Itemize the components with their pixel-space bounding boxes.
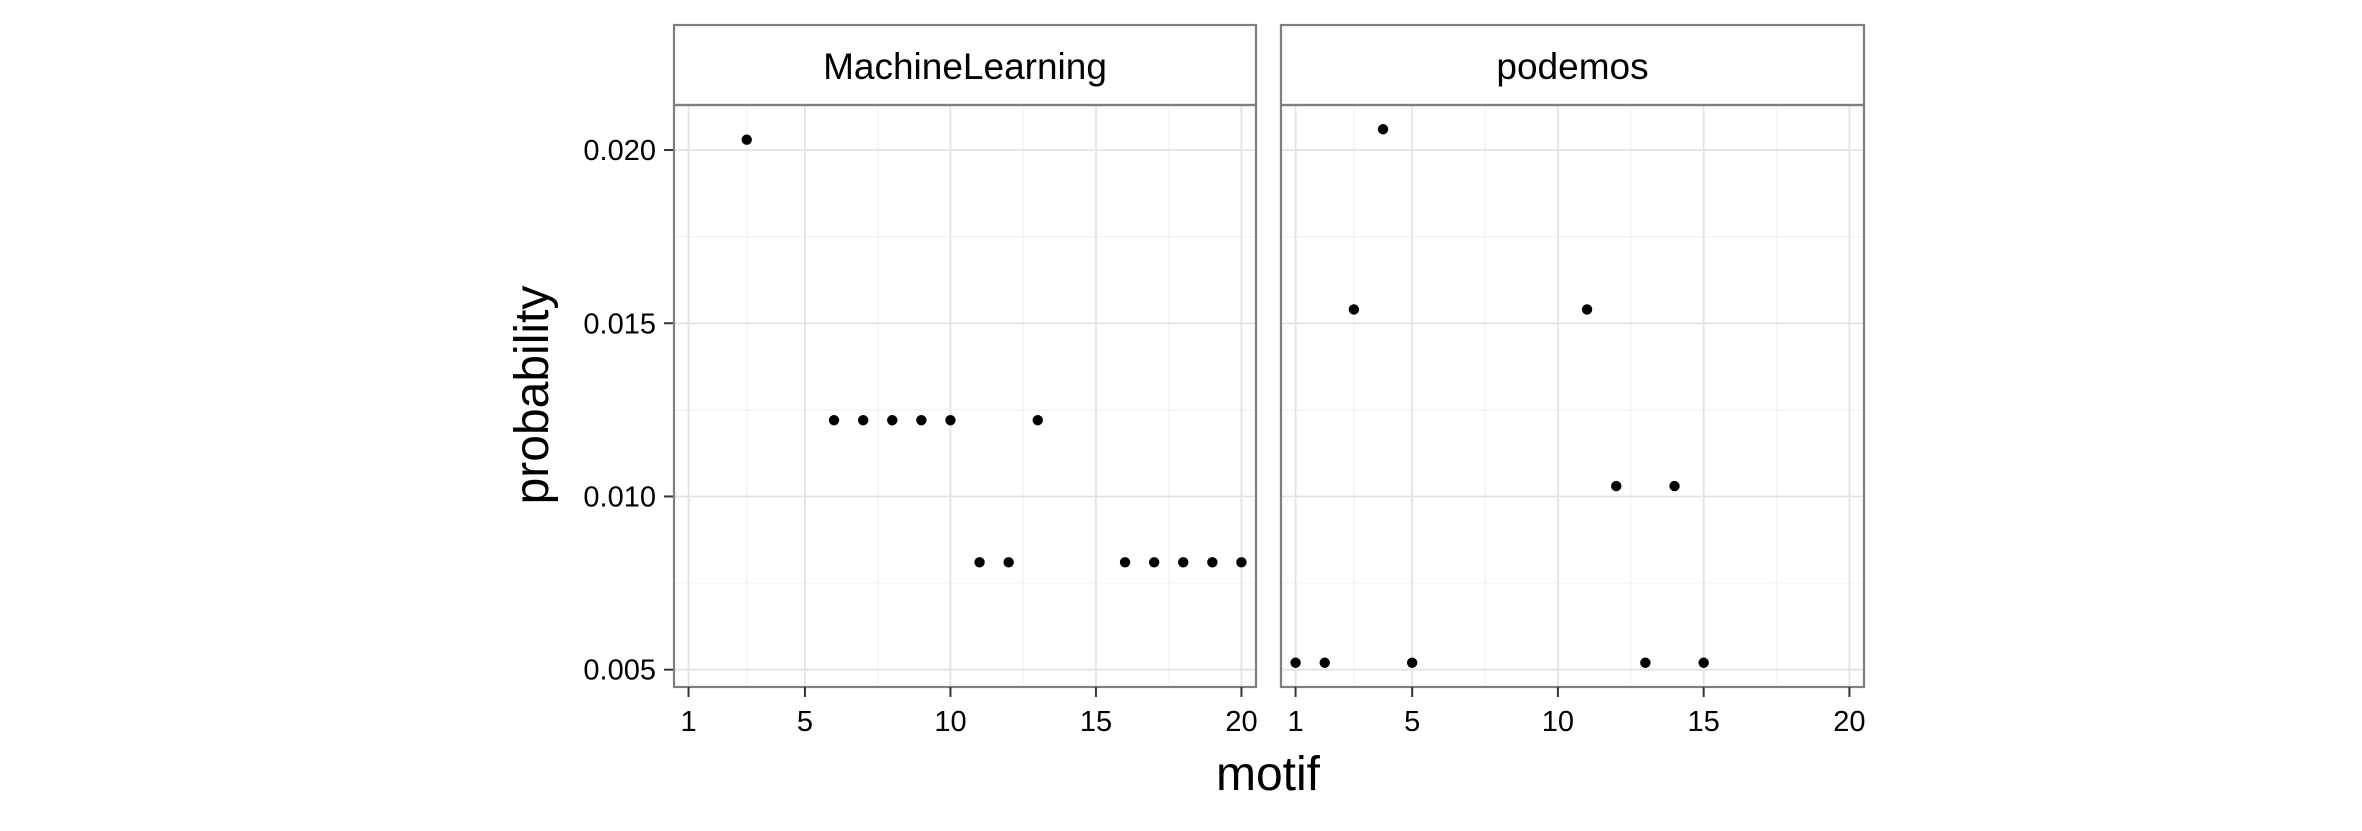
facet-strip-label: MachineLearning [823,46,1107,87]
data-point [1640,657,1651,668]
data-point [1207,557,1218,568]
data-point [857,415,869,426]
data-point [828,415,840,426]
data-point [974,557,985,568]
facet-strip [1279,23,1866,107]
x-tick-label: 15 [1080,706,1112,738]
data-point [1178,557,1189,568]
data-point [741,134,752,145]
data-point [1236,557,1247,568]
x-tick-label: 10 [1542,706,1574,738]
y-tick-label: 0.005 [583,655,656,687]
data-point [1148,557,1160,568]
data-point [1611,480,1622,492]
x-tick-label: 15 [1688,706,1720,738]
data-point [1119,557,1131,568]
x-tick-label: 1 [1288,706,1304,738]
x-tick-label: 20 [1833,706,1865,738]
y-tick-label: 0.010 [583,481,656,513]
y-axis-title: probability [506,286,559,505]
panel-border [1279,103,1866,689]
y-tick-label: 0.020 [583,135,656,167]
data-point [1319,657,1330,668]
data-point [1003,557,1014,568]
facet-strip-label: podemos [1496,46,1648,87]
panel-border [672,103,1258,689]
data-point [945,415,956,426]
facet-strip [672,23,1258,107]
panel-background [1281,105,1864,687]
x-tick-label: 10 [934,706,966,738]
data-point [1669,480,1680,492]
data-point [1377,124,1389,135]
x-tick-label: 1 [680,706,696,738]
data-point [1581,304,1593,315]
x-tick-label: 20 [1225,706,1257,738]
x-tick-label: 5 [1404,706,1420,738]
data-point [1032,415,1043,426]
data-point [1406,657,1418,668]
data-point [887,415,898,426]
panel-background [674,105,1256,687]
data-point [916,415,927,426]
y-tick-label: 0.015 [583,308,656,340]
data-point [1698,657,1709,668]
x-axis-title: motif [1216,748,1321,801]
x-tick-label: 5 [797,706,813,738]
data-point [1290,657,1301,668]
data-point [1348,304,1360,315]
